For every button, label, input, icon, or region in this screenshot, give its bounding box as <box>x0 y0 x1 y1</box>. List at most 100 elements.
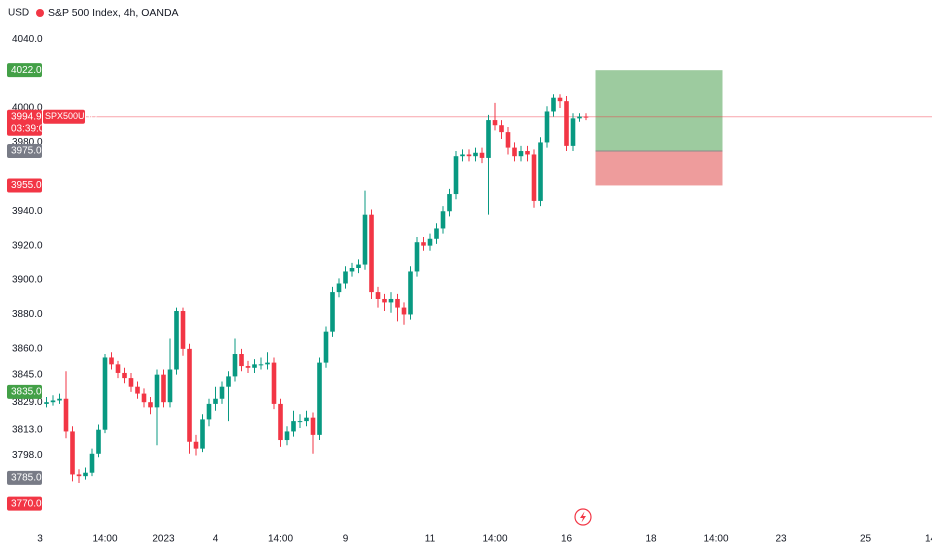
price-label: 3975.0 <box>11 146 42 157</box>
candle-body <box>102 357 108 430</box>
candle-body <box>538 142 543 201</box>
candle-body <box>148 402 153 408</box>
candle-body <box>330 292 335 332</box>
candle-body <box>375 292 381 299</box>
candle-body <box>388 298 394 303</box>
candle-body <box>154 374 160 408</box>
candle-body <box>356 264 361 269</box>
candle-body <box>414 242 420 272</box>
candle-body <box>63 398 69 432</box>
candle-body <box>252 364 257 368</box>
candle-body <box>421 242 426 246</box>
candle-body <box>473 152 478 157</box>
x-tick-label: 14:00 <box>268 534 293 545</box>
candle-body <box>128 378 134 387</box>
candle-body <box>115 364 121 373</box>
countdown: 03:39:08 <box>11 123 50 134</box>
candle-body <box>408 271 413 315</box>
y-tick-label: 3798.0 <box>12 450 43 461</box>
symbol-label-box <box>43 109 85 124</box>
candle-body <box>349 268 355 272</box>
candle-body <box>161 374 166 403</box>
candle-body <box>200 419 205 449</box>
x-tick-label: 14 <box>925 534 932 545</box>
candle-body <box>284 431 290 441</box>
y-tick-label: 4000.0 <box>12 103 43 114</box>
candle-body <box>271 362 277 404</box>
x-tick-label: 11 <box>425 534 436 545</box>
candle-body <box>50 400 56 403</box>
y-tick-label: 3900.0 <box>12 275 43 286</box>
candle-body <box>193 441 199 449</box>
candle-body <box>544 111 550 143</box>
candle-body <box>531 154 537 201</box>
price-label: 3835.0 <box>11 387 42 398</box>
candle-body <box>265 362 270 365</box>
candle-body <box>317 362 322 435</box>
candle-body <box>577 116 582 119</box>
candle-body <box>336 283 342 293</box>
candle-body <box>89 453 95 473</box>
candle-body <box>564 101 569 146</box>
candle-body <box>44 402 49 404</box>
chart-title: S&P 500 Index, 4h, OANDA <box>48 7 179 19</box>
price-label: 4022.0 <box>11 65 42 76</box>
candle-body <box>447 194 452 212</box>
candle-body <box>258 364 264 366</box>
candle-body <box>369 214 374 293</box>
price-label-box <box>7 144 42 159</box>
candle-body <box>343 271 348 284</box>
x-tick-label: 4 <box>213 534 219 545</box>
replay-icon[interactable] <box>574 508 592 526</box>
candle-body <box>382 298 387 303</box>
x-tick-label: 3 <box>37 534 43 545</box>
price-label-box <box>7 384 42 399</box>
x-tick-label: 25 <box>860 534 872 545</box>
candle-body <box>83 472 88 477</box>
candle-body <box>278 403 283 441</box>
candle-body <box>206 403 212 420</box>
symbol-icon <box>36 9 44 17</box>
price-label: 3955.0 <box>11 180 42 191</box>
x-tick-label: 18 <box>645 534 657 545</box>
candle-body <box>466 154 472 157</box>
candle-body <box>583 116 589 118</box>
x-tick-label: 14:00 <box>482 534 507 545</box>
candle-body <box>362 214 368 265</box>
profit-zone <box>595 70 723 152</box>
candle-body <box>505 132 511 148</box>
candle-body <box>460 154 465 157</box>
price-label-box <box>7 496 42 511</box>
candle-body <box>440 211 446 229</box>
candle-body <box>174 311 179 370</box>
x-tick-label: 14:00 <box>92 534 117 545</box>
candle-body <box>239 354 244 367</box>
candle-body <box>122 372 127 379</box>
candle-body <box>427 238 433 246</box>
y-tick-label: 3829.0 <box>12 397 43 408</box>
price-label-box <box>7 178 42 193</box>
y-tick-label: 3980.0 <box>12 137 43 148</box>
candle-body <box>180 311 186 349</box>
y-tick-label: 4040.0 <box>12 34 43 45</box>
x-tick-label: 16 <box>561 534 573 545</box>
candle-body <box>512 147 517 157</box>
candle-body <box>323 331 329 363</box>
loss-zone <box>595 151 723 186</box>
candle-body <box>57 398 62 401</box>
candle-body <box>232 354 238 377</box>
candle-body <box>245 366 251 368</box>
plot: 4040.0 4000.0 3980.0 3940.0 3920.0 3900.0 3880… <box>7 34 932 545</box>
x-tick-label: 9 <box>343 534 349 545</box>
candle-body <box>109 357 114 365</box>
candle-body <box>96 429 101 454</box>
candle-body <box>167 369 173 403</box>
candle-body <box>76 474 82 477</box>
candle-body <box>297 421 303 423</box>
y-tick-label: 3860.0 <box>12 344 43 355</box>
candle-body <box>401 307 407 315</box>
y-tick-label: 3880.0 <box>12 309 43 320</box>
symbol-label: SPX500USD <box>45 111 98 121</box>
